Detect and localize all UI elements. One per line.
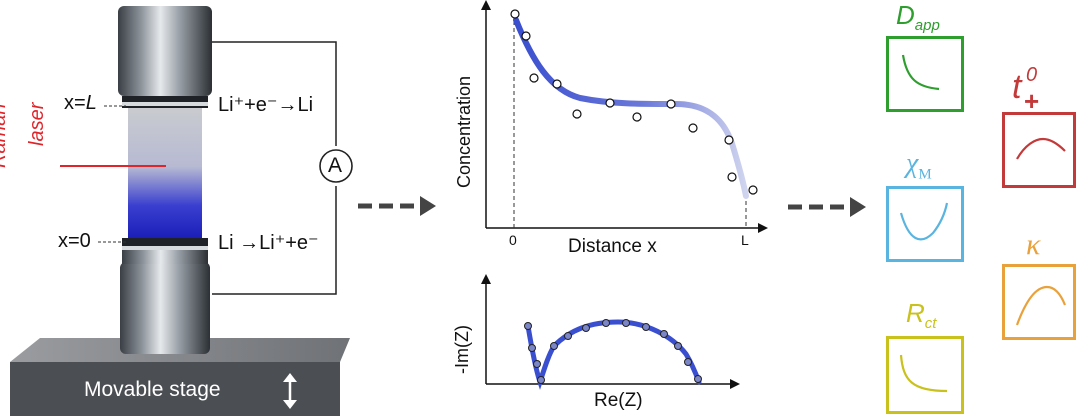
reaction-top: Li⁺+e⁻→Li: [218, 94, 314, 116]
t-plus-trend-line: [1016, 137, 1066, 160]
position-label-top: x=L: [64, 92, 97, 114]
bottom-electrode: [120, 262, 210, 354]
process-arrow-1: [358, 196, 436, 216]
impedance-ylabel: -Im(Z): [452, 325, 472, 374]
impedance-data-points: [524, 319, 702, 384]
data-point: [642, 323, 650, 331]
position-label-bottom: x=0: [58, 230, 91, 252]
data-point: [550, 342, 558, 350]
impedance-fit-curve: [525, 319, 702, 390]
data-point: [748, 185, 758, 195]
cell-illustration: [10, 6, 436, 416]
top-electrode: [118, 6, 212, 96]
electrolyte-column: [128, 108, 202, 238]
process-arrow-2: [788, 197, 866, 217]
param-label-chi-m: χM: [906, 148, 932, 183]
data-point: [622, 319, 630, 327]
data-point: [564, 332, 572, 340]
circuit-wire-bottom: [212, 186, 337, 295]
data-point: [572, 109, 582, 119]
data-point: [521, 31, 531, 41]
data-point: [688, 123, 698, 133]
param-label-d-app: Dapp: [896, 0, 940, 35]
param-label-t-plus: t 0 +: [1012, 64, 1040, 116]
data-point: [660, 330, 668, 338]
param-label-kappa: κ: [1026, 228, 1041, 261]
data-point: [674, 342, 682, 350]
data-point: [605, 98, 615, 108]
data-point: [727, 172, 737, 182]
data-point: [582, 324, 590, 332]
param-box-r-ct: [886, 336, 964, 414]
concentration-fit-curve: [513, 17, 749, 199]
data-point: [694, 375, 702, 383]
data-point: [529, 73, 539, 83]
data-point: [666, 99, 676, 109]
data-point: [632, 112, 642, 122]
laser-label-line1: Raman: [0, 103, 10, 168]
up-down-arrow-icon: [283, 373, 297, 409]
param-label-r-ct: Rct: [906, 298, 937, 333]
data-point: [524, 322, 532, 330]
param-box-d-app: [886, 36, 964, 112]
param-box-kappa: [1002, 264, 1076, 340]
d-app-trend-line: [901, 54, 940, 91]
data-point: [537, 376, 545, 384]
kappa-trend-line: [1015, 285, 1067, 326]
plots-area: [481, 0, 768, 390]
concentration-data-points: [510, 9, 758, 195]
stage-front: [10, 362, 340, 416]
data-point: [684, 358, 692, 366]
ammeter-symbol: A: [328, 154, 343, 177]
bottom-ring: [122, 238, 208, 246]
concentration-xlabel: Distance x: [568, 236, 657, 257]
ammeter-circle: [319, 149, 353, 183]
tick-label-0: 0: [509, 232, 517, 248]
stage-label: Movable stage: [84, 378, 221, 401]
param-box-chi-m: [886, 186, 964, 262]
data-point: [552, 79, 562, 89]
data-point: [510, 9, 520, 19]
concentration-ylabel: Concentration: [454, 75, 474, 188]
laser-label-line2: laser: [26, 102, 48, 146]
circuit-wire-top: [212, 41, 337, 146]
param-box-t-plus: [1002, 112, 1076, 188]
data-point: [533, 360, 541, 368]
chi-m-trend-line: [899, 202, 949, 241]
reaction-bottom: Li →Li⁺+e⁻: [218, 232, 319, 254]
impedance-xlabel: Re(Z): [594, 390, 643, 411]
data-point: [528, 344, 536, 352]
data-point: [724, 135, 734, 145]
r-ct-trend-line: [899, 354, 948, 393]
data-point: [602, 319, 610, 327]
tick-label-L: L: [741, 232, 749, 248]
